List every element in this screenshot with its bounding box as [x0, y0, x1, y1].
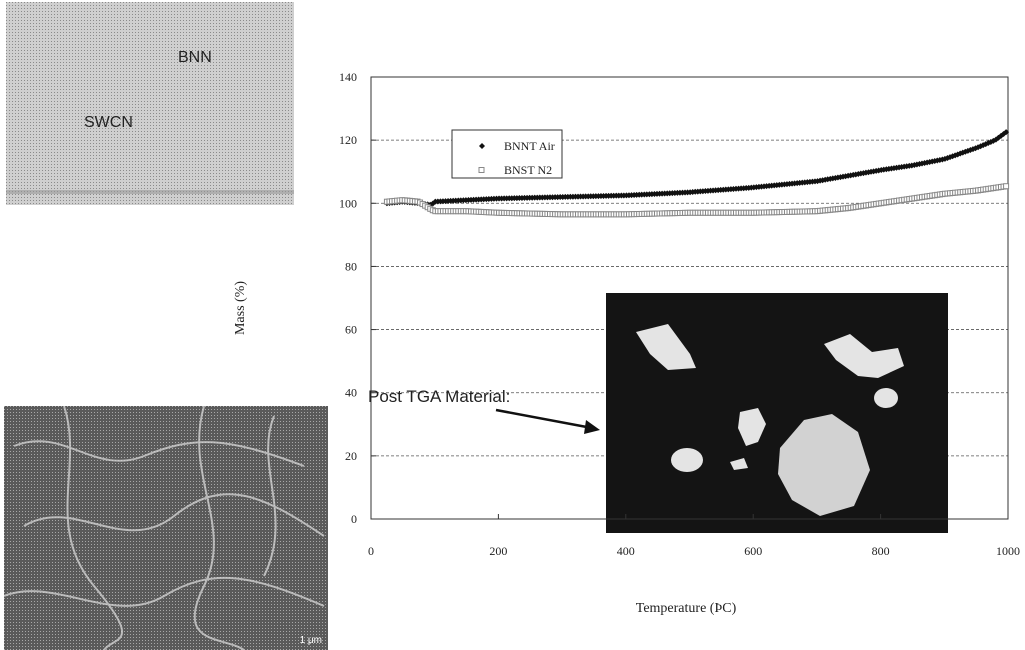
- x-tick-label: 0: [368, 544, 374, 558]
- particle: [824, 334, 904, 378]
- particle: [671, 448, 703, 472]
- y-tick-label: 80: [345, 259, 357, 273]
- x-tick-label: 600: [744, 544, 762, 558]
- legend: BNNT Air BNST N2: [451, 129, 563, 179]
- y-axis-label: Mass (%): [233, 281, 248, 335]
- legend-label: BNNT Air: [504, 139, 555, 153]
- annotation-text: Post TGA Material:: [368, 387, 510, 406]
- y-tick-label: 60: [345, 323, 357, 337]
- series-bnst-n2: [383, 183, 1010, 218]
- x-tick-label: 400: [617, 544, 635, 558]
- tem-dither-texture: [6, 2, 294, 205]
- y-tick-label: 100: [339, 196, 357, 210]
- y-tick-label: 120: [339, 133, 357, 147]
- particle: [730, 458, 748, 470]
- y-tick-label: 20: [345, 449, 357, 463]
- tem-label-swcn: SWCN: [84, 114, 133, 131]
- x-axis-label: Temperature (ÞC): [636, 601, 737, 616]
- series-bnnt-air: [383, 129, 1010, 208]
- y-tick-label: 0: [351, 512, 357, 526]
- y-tick-label: 140: [339, 70, 357, 84]
- post-tga-photo: [606, 293, 948, 533]
- tem-micrograph: BNN SWCN: [6, 2, 294, 205]
- axes: 0 20 40 60 80 100 120 140 0 200 400 600 800 1000: [339, 70, 1020, 558]
- legend-marker: [478, 167, 485, 173]
- annotation-arrow-line: [495, 408, 593, 430]
- particle: [738, 408, 766, 446]
- x-tick-label: 800: [872, 544, 890, 558]
- particle: [874, 388, 898, 408]
- tem-label-bnn: BNN: [178, 49, 212, 66]
- data-point: [1003, 129, 1010, 136]
- legend-marker: [479, 143, 485, 149]
- particle: [778, 414, 870, 516]
- x-tick-label: 200: [489, 544, 507, 558]
- legend-label: BNST N2: [504, 163, 552, 177]
- annotation-arrowhead: [584, 420, 600, 434]
- plot-frame: [370, 76, 1009, 520]
- data-series: [383, 129, 1010, 218]
- y-tick-label: 40: [345, 386, 357, 400]
- sem-micrograph: 1 μm: [4, 406, 328, 650]
- legend-box: [451, 129, 563, 179]
- x-tick-label: 1000: [996, 544, 1020, 558]
- sem-scale-bar-label: 1 μm: [299, 635, 322, 646]
- sem-network-texture: [4, 406, 328, 650]
- annotation: Post TGA Material:: [368, 387, 600, 434]
- data-point: [1003, 183, 1010, 190]
- particle: [636, 324, 696, 370]
